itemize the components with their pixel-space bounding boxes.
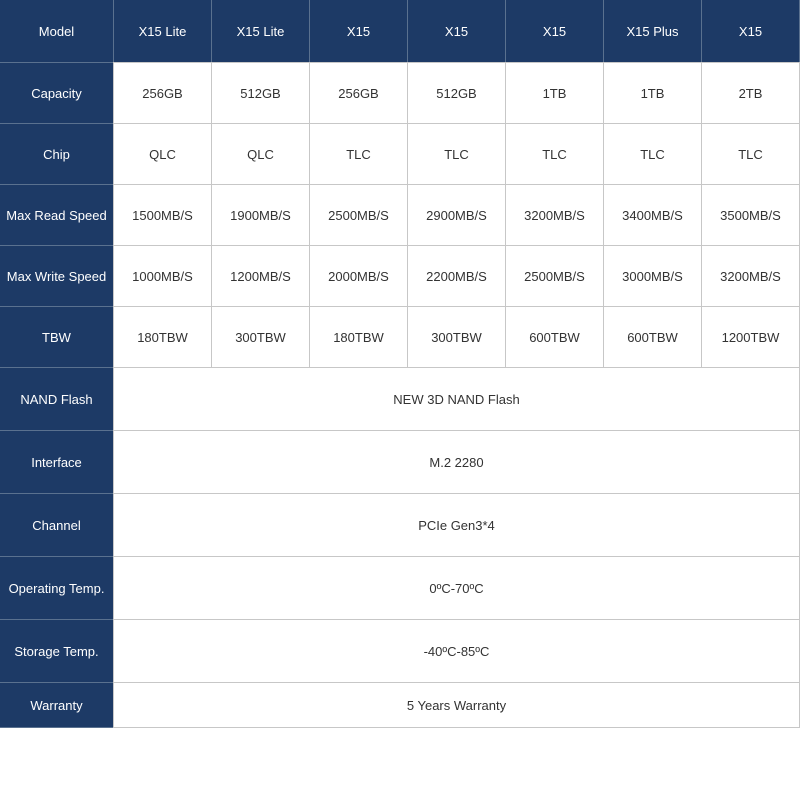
col-header: X15 Plus (603, 0, 702, 63)
col-header: X15 Lite (211, 0, 310, 63)
table-cell: 2900MB/S (407, 184, 506, 246)
row-label-warranty: Warranty (0, 682, 114, 728)
spec-table: Model X15 Lite X15 Lite X15 X15 X15 X15 … (0, 0, 800, 728)
span-value-warranty: 5 Years Warranty (113, 682, 800, 728)
table-cell: TLC (309, 123, 408, 185)
table-cell: 1200TBW (701, 306, 800, 368)
table-cell: 1TB (505, 62, 604, 124)
span-value-channel: PCIe Gen3*4 (113, 493, 800, 557)
span-value-nand: NEW 3D NAND Flash (113, 367, 800, 431)
table-cell: 1TB (603, 62, 702, 124)
table-cell: 1000MB/S (113, 245, 212, 307)
table-cell: 1200MB/S (211, 245, 310, 307)
table-cell: 2500MB/S (505, 245, 604, 307)
table-cell: 3200MB/S (505, 184, 604, 246)
row-label-nand: NAND Flash (0, 367, 114, 431)
row-label-tbw: TBW (0, 306, 114, 368)
table-cell: 600TBW (505, 306, 604, 368)
row-label-chip: Chip (0, 123, 114, 185)
table-cell: 300TBW (407, 306, 506, 368)
table-cell: 256GB (309, 62, 408, 124)
table-cell: 300TBW (211, 306, 310, 368)
col-header: X15 (309, 0, 408, 63)
table-cell: 256GB (113, 62, 212, 124)
table-cell: 180TBW (309, 306, 408, 368)
table-cell: 600TBW (603, 306, 702, 368)
table-cell: 512GB (407, 62, 506, 124)
table-cell: 2500MB/S (309, 184, 408, 246)
table-cell: TLC (505, 123, 604, 185)
table-cell: 1500MB/S (113, 184, 212, 246)
col-header: X15 Lite (113, 0, 212, 63)
table-cell: QLC (211, 123, 310, 185)
row-label-storage-temp: Storage Temp. (0, 619, 114, 683)
table-cell: 1900MB/S (211, 184, 310, 246)
table-cell: 3400MB/S (603, 184, 702, 246)
span-value-operating-temp: 0ºC-70ºC (113, 556, 800, 620)
table-cell: 3200MB/S (701, 245, 800, 307)
col-header: X15 (407, 0, 506, 63)
row-label-interface: Interface (0, 430, 114, 494)
table-cell: 3500MB/S (701, 184, 800, 246)
table-cell: 3000MB/S (603, 245, 702, 307)
col-header: X15 (701, 0, 800, 63)
span-value-storage-temp: -40ºC-85ºC (113, 619, 800, 683)
row-label-operating-temp: Operating Temp. (0, 556, 114, 620)
table-cell: TLC (701, 123, 800, 185)
row-label-channel: Channel (0, 493, 114, 557)
table-cell: 2200MB/S (407, 245, 506, 307)
table-cell: 2000MB/S (309, 245, 408, 307)
row-label-model: Model (0, 0, 114, 63)
row-label-capacity: Capacity (0, 62, 114, 124)
row-label-max-read: Max Read Speed (0, 184, 114, 246)
table-cell: TLC (407, 123, 506, 185)
table-cell: TLC (603, 123, 702, 185)
col-header: X15 (505, 0, 604, 63)
table-cell: QLC (113, 123, 212, 185)
table-cell: 512GB (211, 62, 310, 124)
table-cell: 2TB (701, 62, 800, 124)
row-label-max-write: Max Write Speed (0, 245, 114, 307)
span-value-interface: M.2 2280 (113, 430, 800, 494)
table-cell: 180TBW (113, 306, 212, 368)
